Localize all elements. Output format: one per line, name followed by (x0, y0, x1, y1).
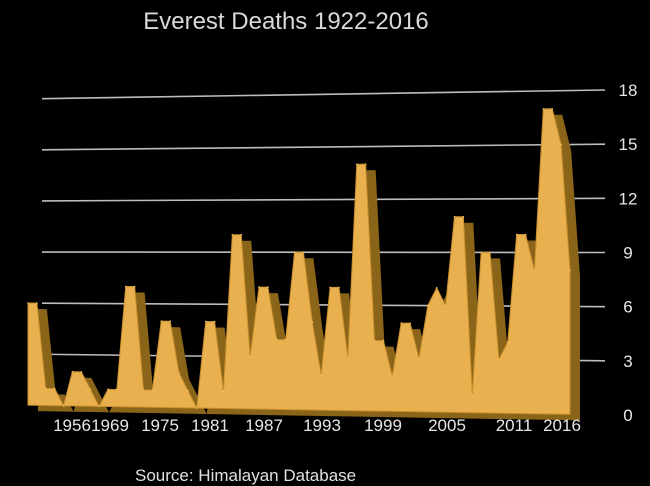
y-axis-ticks: 0 3 6 9 12 15 18 (619, 81, 638, 425)
data-point (560, 143, 562, 146)
data-point (133, 285, 136, 288)
y-tick-label: 3 (623, 352, 632, 371)
x-tick-label: 1987 (245, 416, 283, 435)
data-point (36, 302, 38, 304)
area-series (27, 107, 580, 421)
data-point (27, 302, 29, 304)
data-point (284, 338, 287, 341)
data-point (98, 405, 100, 408)
data-point (338, 286, 340, 289)
x-tick-label: 2005 (428, 416, 466, 435)
x-tick-label: 1999 (364, 416, 402, 435)
data-point (533, 269, 536, 272)
y-tick-label: 6 (623, 298, 632, 317)
data-point (320, 374, 323, 376)
y-tick-label: 0 (623, 406, 632, 425)
data-point (418, 357, 420, 360)
data-point (373, 339, 376, 342)
area-front (27, 108, 571, 415)
data-point (71, 370, 74, 373)
y-tick-label: 18 (619, 81, 638, 100)
data-point (53, 387, 56, 390)
data-point (293, 251, 296, 254)
data-point (515, 233, 518, 236)
data-point (142, 389, 145, 391)
data-point (382, 339, 385, 342)
data-point (489, 251, 491, 254)
data-point (44, 387, 47, 390)
x-tick-label: 2016 (543, 416, 581, 435)
gridline-15 (41, 143, 606, 151)
data-point (240, 233, 243, 236)
data-point (427, 304, 429, 307)
data-point (524, 233, 527, 236)
data-point (347, 357, 349, 359)
x-tick-label: 1969 (91, 416, 129, 435)
data-point (249, 355, 251, 358)
data-point (196, 407, 198, 409)
data-point (204, 320, 207, 323)
data-point (107, 388, 109, 391)
data-point (364, 163, 367, 165)
y-tick-label: 15 (619, 135, 638, 154)
x-tick-label: 1975 (141, 416, 179, 435)
data-point (400, 322, 402, 324)
data-point (178, 372, 180, 374)
source-note: Source: Himalayan Database (135, 466, 356, 485)
x-tick-label: 2011 (496, 416, 533, 435)
y-tick-label: 12 (619, 189, 638, 208)
x-axis-ticks: 1956 1969 1975 1981 1987 1993 1999 2005 2011 2016 (53, 416, 581, 435)
x-tick-label: 1956 (53, 416, 91, 435)
data-point (302, 251, 305, 254)
data-point (124, 285, 127, 288)
data-point (435, 287, 438, 289)
data-point (169, 320, 171, 323)
data-point (498, 358, 500, 361)
data-point (151, 389, 154, 391)
data-point (187, 389, 189, 392)
data-point (507, 341, 509, 343)
data-point (329, 286, 331, 289)
data-point (275, 338, 278, 341)
gridline-18 (41, 89, 606, 100)
data-point (222, 390, 225, 392)
data-point (480, 251, 482, 254)
data-point (444, 304, 447, 307)
data-point (231, 233, 234, 236)
data-point (355, 163, 358, 166)
data-point (409, 322, 411, 324)
data-point (311, 321, 314, 324)
data-point (213, 320, 216, 323)
data-point (160, 320, 163, 322)
data-point (391, 375, 394, 377)
data-point (569, 269, 571, 272)
gridline-12 (41, 197, 606, 202)
data-point (551, 107, 554, 110)
data-point (80, 371, 83, 373)
data-point (471, 394, 474, 396)
data-point (462, 215, 465, 218)
data-point (267, 286, 269, 288)
data-point (258, 286, 260, 288)
data-point (62, 404, 65, 407)
data-point (89, 388, 91, 390)
data-point (542, 108, 545, 110)
data-point (116, 388, 118, 391)
x-tick-label: 1981 (191, 416, 229, 435)
data-point (453, 216, 456, 218)
source-label: Source: Himalayan Database (135, 466, 356, 485)
y-tick-label: 9 (623, 244, 632, 263)
chart-title: Everest Deaths 1922-2016 (143, 8, 429, 35)
x-tick-label: 1993 (303, 416, 341, 435)
